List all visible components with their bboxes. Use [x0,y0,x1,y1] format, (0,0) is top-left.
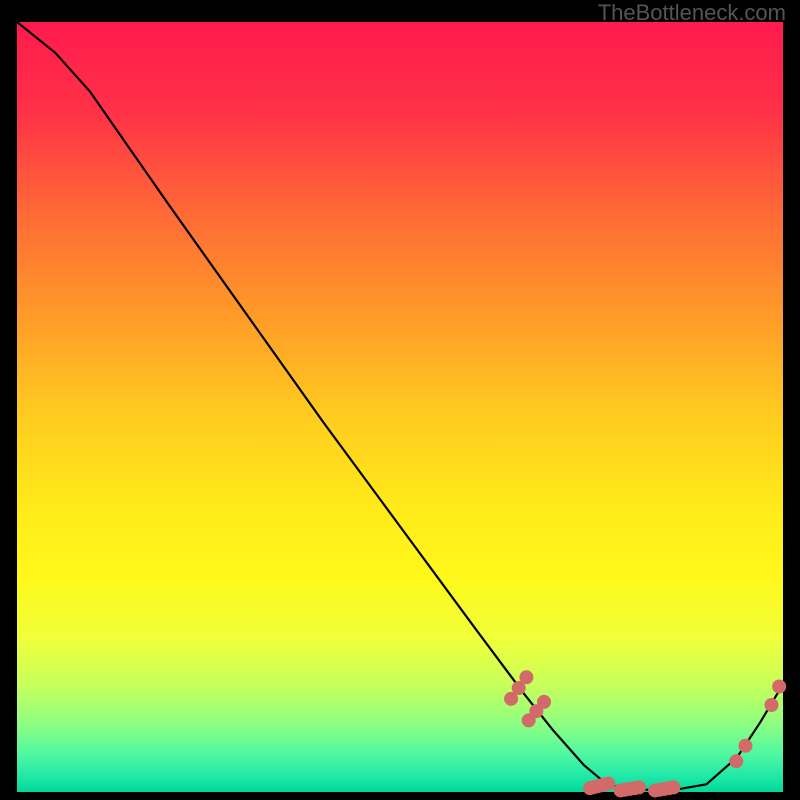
attribution-label: TheBottleneck.com [598,0,786,26]
data-marker [765,698,778,711]
chart-container: TheBottleneck.com [0,0,800,800]
data-marker [730,755,743,768]
data-marker [632,781,645,794]
data-marker [739,739,752,752]
data-marker [667,781,680,794]
plot-gradient [17,22,783,792]
data-marker [773,680,786,693]
data-marker [538,695,551,708]
data-marker [520,671,533,684]
bottleneck-chart [0,0,800,800]
data-marker [602,777,615,790]
